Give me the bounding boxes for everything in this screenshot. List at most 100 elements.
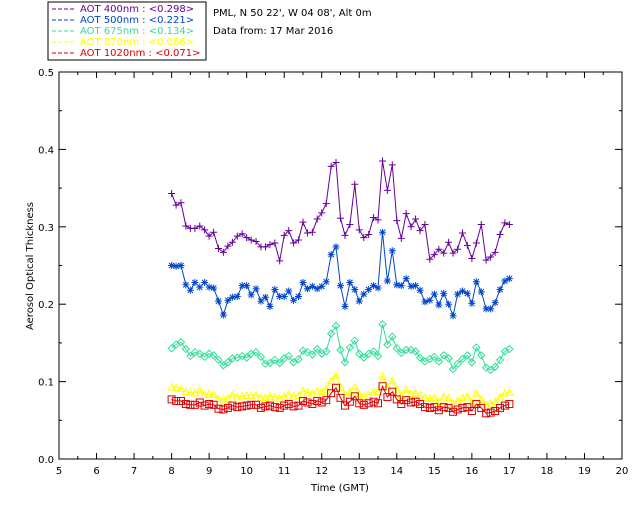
data-point-asterisk <box>332 243 340 251</box>
data-point-plus <box>247 236 255 244</box>
data-point-plus <box>224 242 232 250</box>
data-point-asterisk <box>266 303 274 311</box>
legend-label: AOT 1020nm : <0.071> <box>80 48 200 59</box>
data-point-plus <box>491 248 499 256</box>
data-point-triangle <box>472 388 481 397</box>
legend-mean-value: <0.134> <box>149 26 194 37</box>
y-tick-label: 0.5 <box>38 68 54 79</box>
data-point-plus <box>468 255 476 263</box>
data-point-diamond <box>505 344 514 354</box>
series-3 <box>167 370 514 409</box>
data-point-asterisk <box>379 228 387 236</box>
series-1 <box>168 228 513 320</box>
data-point-asterisk <box>219 311 227 319</box>
legend-series-name: AOT 1020nm <box>80 48 145 59</box>
data-point-triangle <box>298 386 308 395</box>
data-point-square <box>374 399 383 408</box>
data-point-diamond <box>383 340 392 349</box>
x-tick-label: 6 <box>93 466 99 477</box>
date-info: Data from: 17 Mar 2016 <box>213 26 333 37</box>
data-point-asterisk <box>435 301 443 309</box>
data-point-asterisk <box>233 292 241 300</box>
data-point-asterisk <box>303 285 311 293</box>
data-point-asterisk <box>370 282 378 290</box>
data-point-plus <box>487 253 495 261</box>
data-point-plus <box>449 249 457 257</box>
data-point-asterisk <box>290 296 298 304</box>
data-point-diamond <box>481 363 491 372</box>
data-point-triangle <box>373 387 383 395</box>
data-point-plus <box>228 238 236 246</box>
data-point-triangle <box>186 387 195 396</box>
data-point-diamond <box>355 349 364 358</box>
series-line <box>171 384 510 414</box>
data-point-diamond <box>256 352 266 362</box>
data-point-diamond <box>463 351 472 360</box>
data-point-triangle <box>354 389 364 398</box>
data-point-square <box>388 387 397 396</box>
data-point-diamond <box>336 345 345 355</box>
y-axis-title: Aerosol Optical Thickness <box>25 202 36 330</box>
data-point-diamond <box>392 344 402 353</box>
data-point-asterisk <box>463 289 471 297</box>
legend-separator: : <box>139 26 149 37</box>
data-point-square <box>355 399 364 408</box>
data-point-asterisk <box>491 299 499 307</box>
data-point-triangle <box>294 391 303 399</box>
data-point-triangle <box>396 391 406 399</box>
data-point-square <box>331 383 340 392</box>
data-point-plus <box>261 243 269 251</box>
data-point-asterisk <box>261 293 269 301</box>
legend-label: AOT 870nm : <0.086> <box>80 37 194 48</box>
data-point-square <box>477 403 486 412</box>
data-point-square <box>467 407 476 416</box>
data-point-square <box>359 400 368 409</box>
data-point-square <box>242 401 251 410</box>
data-point-plus <box>477 220 485 228</box>
data-point-triangle <box>345 387 355 395</box>
data-point-asterisk <box>294 292 302 300</box>
data-point-asterisk <box>445 300 453 308</box>
data-point-asterisk <box>210 284 218 292</box>
data-point-asterisk <box>201 279 209 287</box>
data-point-square <box>289 402 298 411</box>
data-point-diamond <box>326 329 336 338</box>
data-point-plus <box>501 219 509 227</box>
data-point-triangle <box>246 391 256 399</box>
data-point-square <box>383 393 392 402</box>
data-point-diamond <box>181 344 191 354</box>
data-point-plus <box>383 186 391 194</box>
data-point-triangle <box>237 391 247 400</box>
data-point-diamond <box>439 351 448 360</box>
data-point-plus <box>327 162 335 170</box>
data-point-plus <box>440 249 448 257</box>
data-point-asterisk <box>322 278 330 286</box>
data-point-diamond <box>467 358 477 367</box>
data-point-square <box>200 401 209 410</box>
data-point-plus <box>168 190 176 198</box>
data-point-square <box>214 404 223 413</box>
data-point-diamond <box>495 355 505 365</box>
data-point-plus <box>276 257 284 265</box>
data-point-asterisk <box>215 297 223 305</box>
data-point-diamond <box>284 351 293 361</box>
data-point-triangle <box>476 394 486 403</box>
data-point-square <box>265 401 274 410</box>
series-2 <box>167 320 514 375</box>
data-point-asterisk <box>280 292 288 300</box>
data-point-square <box>327 389 336 398</box>
data-point-plus <box>496 231 504 239</box>
data-point-square <box>219 405 228 414</box>
data-point-asterisk <box>346 279 354 287</box>
x-tick-label: 10 <box>240 466 253 477</box>
data-point-asterisk <box>299 279 307 287</box>
data-point-diamond <box>490 362 500 372</box>
data-point-asterisk <box>276 292 284 300</box>
data-point-asterisk <box>454 290 462 298</box>
data-point-asterisk <box>252 285 260 293</box>
data-point-plus <box>426 255 434 263</box>
data-point-diamond <box>350 336 359 345</box>
data-point-asterisk <box>449 312 457 320</box>
data-point-diamond <box>167 344 176 353</box>
legend-rows: AOT 400nm : <0.298>AOT 500nm : <0.221>AO… <box>52 4 200 59</box>
